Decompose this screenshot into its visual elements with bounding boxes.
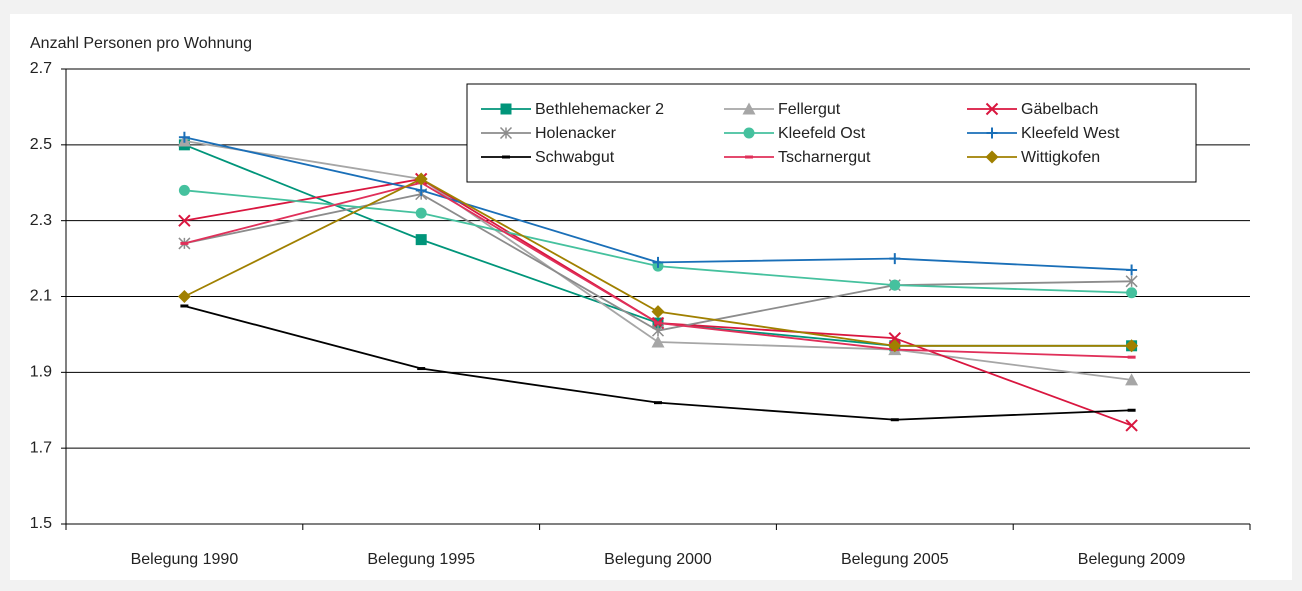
marker	[178, 214, 191, 227]
marker	[500, 103, 512, 115]
marker	[651, 305, 665, 319]
marker	[178, 184, 190, 196]
marker	[415, 207, 427, 219]
marker	[1125, 419, 1138, 432]
marker	[888, 332, 902, 345]
legend-label: Kleefeld West	[1021, 125, 1120, 142]
marker	[742, 102, 756, 115]
y-tick-label: 2.3	[30, 212, 52, 229]
x-tick-label: Belegung 1990	[131, 551, 239, 568]
y-tick-label: 2.7	[30, 60, 52, 77]
marker	[889, 253, 901, 265]
marker	[889, 279, 901, 291]
marker	[1126, 287, 1138, 299]
marker	[985, 150, 999, 164]
legend-label: Schwabgut	[535, 149, 615, 166]
marker	[1126, 264, 1138, 276]
legend-label: Wittigkofen	[1021, 149, 1100, 166]
marker	[1125, 339, 1139, 353]
marker	[415, 234, 427, 246]
legend-label: Fellergut	[778, 101, 841, 118]
legend-label: Gäbelbach	[1021, 101, 1098, 118]
legend-box	[466, 83, 1197, 183]
marker	[178, 131, 190, 143]
legend-label: Tscharnergut	[778, 149, 871, 166]
marker	[177, 290, 191, 303]
marker	[651, 335, 665, 348]
x-tick-label: Belegung 2009	[1078, 551, 1186, 568]
marker	[1125, 373, 1139, 386]
legend-label: Bethlehemacker 2	[535, 101, 664, 118]
x-tick-label: Belegung 1995	[367, 551, 475, 568]
y-axis-title: Anzahl Personen pro Wohnung	[30, 35, 252, 52]
marker	[985, 102, 999, 116]
x-tick-label: Belegung 2005	[841, 551, 949, 568]
y-tick-label: 2.1	[30, 288, 52, 305]
marker	[743, 127, 755, 139]
x-tick-label: Belegung 2000	[604, 551, 712, 568]
marker	[986, 127, 998, 139]
marker	[651, 324, 665, 337]
marker	[415, 184, 427, 196]
marker	[652, 256, 664, 268]
marker	[888, 339, 902, 353]
legend-label: Kleefeld Ost	[778, 125, 866, 142]
y-tick-label: 1.7	[30, 439, 52, 456]
marker	[1125, 275, 1138, 288]
marker	[499, 126, 513, 140]
y-tick-label: 2.5	[30, 136, 52, 153]
y-tick-label: 1.9	[30, 364, 52, 381]
y-tick-label: 1.5	[30, 515, 52, 532]
marker	[414, 172, 428, 186]
legend-label: Holenacker	[535, 125, 617, 142]
